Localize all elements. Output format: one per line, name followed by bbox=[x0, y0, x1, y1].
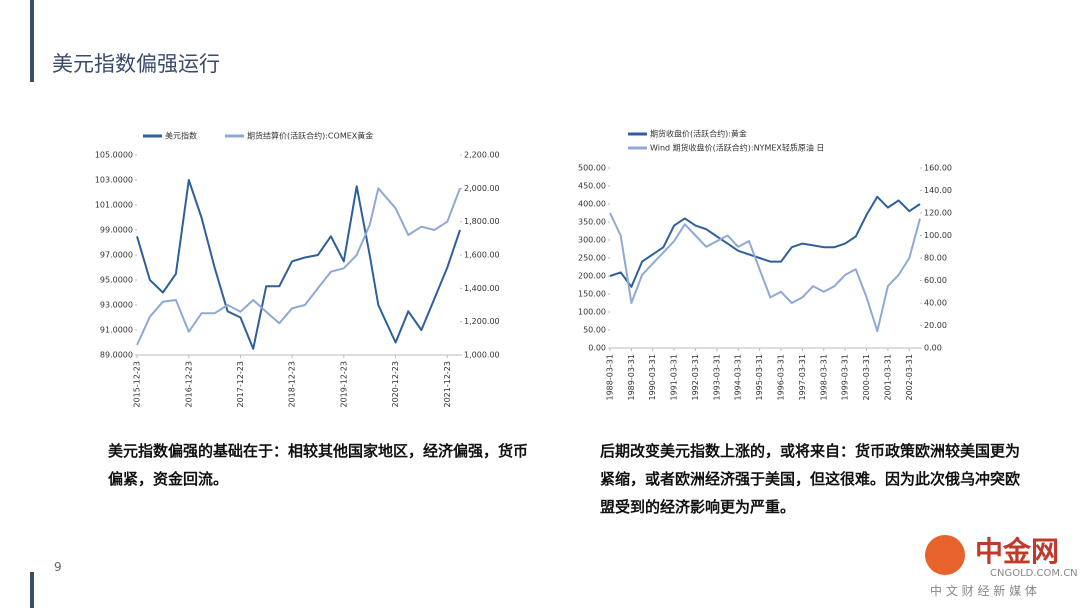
x-tick-label: 1988-03-31 bbox=[606, 354, 615, 401]
accent-bar bbox=[30, 0, 34, 82]
slide-title: 美元指数偏强运行 bbox=[52, 52, 220, 76]
x-tick-label: 1997-03-31 bbox=[798, 354, 807, 401]
series-line bbox=[136, 179, 461, 350]
legend-label: Wind 期货收盘价(活跃合约):NYMEX轻质原油 日 bbox=[650, 143, 824, 153]
x-tick-label: 1994-03-31 bbox=[734, 354, 743, 401]
left-text: 美元指数偏强的基础在于：相较其他国家地区，经济偏强，货币偏紧，资金回流。 bbox=[108, 442, 529, 488]
y-tick-label: 500.00 bbox=[578, 164, 606, 173]
accent-bar bbox=[30, 572, 34, 608]
y-tick-label: 150.00 bbox=[578, 290, 606, 299]
page-number: 9 bbox=[54, 560, 62, 574]
logo-url: CNGOLD.COM.CN bbox=[990, 568, 1078, 579]
x-tick-label: 2018-12-23 bbox=[288, 361, 297, 408]
y-tick-label: 105.0000 bbox=[95, 151, 133, 160]
x-tick-label: 2002-03-31 bbox=[905, 354, 914, 401]
y2-tick-label: 40.00 bbox=[924, 299, 947, 308]
series-line bbox=[609, 195, 921, 288]
y2-tick-label: 1,600.00 bbox=[464, 251, 500, 260]
legend-label: 美元指数 bbox=[165, 131, 197, 141]
y2-tick-label: 20.00 bbox=[924, 321, 947, 330]
legend-label: 期货结算价(活跃合约):COMEX黄金 bbox=[247, 131, 373, 141]
x-tick-label: 1995-03-31 bbox=[755, 354, 764, 401]
y-tick-label: 0.00 bbox=[588, 344, 606, 353]
y2-tick-label: 100.00 bbox=[924, 231, 952, 240]
y-tick-label: 100.00 bbox=[578, 308, 606, 317]
charts: 89.0000 91.0000 93.0000 95.0000 97.0000 99.00… bbox=[95, 129, 952, 408]
y2-tick-label: 2,200.00 bbox=[464, 151, 500, 160]
y2-tick-label: 160.00 bbox=[924, 164, 952, 173]
x-tick-label: 1993-03-31 bbox=[712, 354, 721, 401]
x-tick-label: 2001-03-31 bbox=[883, 354, 892, 401]
x-tick-label: 2017-12-23 bbox=[236, 361, 245, 408]
x-tick-label: 2016-12-23 bbox=[184, 361, 193, 408]
y-tick-label: 93.0000 bbox=[100, 301, 133, 310]
y-tick-label: 250.00 bbox=[578, 254, 606, 263]
y-tick-label: 97.0000 bbox=[100, 251, 133, 260]
y-tick-label: 350.00 bbox=[578, 218, 606, 227]
y2-tick-label: 1,000.00 bbox=[464, 351, 500, 360]
y2-tick-label: 0.00 bbox=[924, 344, 942, 353]
x-tick-label: 2021-12-23 bbox=[443, 361, 452, 408]
x-tick-label: 1991-03-31 bbox=[670, 354, 679, 401]
y-tick-label: 103.0000 bbox=[95, 176, 133, 185]
logo-icon bbox=[925, 535, 965, 575]
x-tick-label: 1996-03-31 bbox=[777, 354, 786, 401]
y2-tick-label: 60.00 bbox=[924, 276, 947, 285]
x-tick-label: 1999-03-31 bbox=[841, 354, 850, 401]
right-text: 后期改变美元指数上涨的，或将来自：货币政策欧洲较美国更为紧缩，或者欧洲经济强于美… bbox=[600, 442, 1021, 516]
y-tick-label: 400.00 bbox=[578, 200, 606, 209]
legend-label: 期货收盘价(活跃合约):黄金 bbox=[650, 129, 747, 139]
y2-tick-label: 1,800.00 bbox=[464, 217, 500, 226]
x-tick-label: 2015-12-23 bbox=[133, 361, 142, 408]
y-tick-label: 95.0000 bbox=[100, 276, 133, 285]
logo-slogan: 中 文 财 经 新 媒 体 bbox=[930, 584, 1037, 598]
y-tick-label: 99.0000 bbox=[100, 226, 133, 235]
y2-tick-label: 80.00 bbox=[924, 254, 947, 263]
y2-tick-label: 1,200.00 bbox=[464, 317, 500, 326]
y2-tick-label: 140.00 bbox=[924, 186, 952, 195]
x-tick-label: 2019-12-23 bbox=[339, 361, 348, 408]
x-tick-label: 1998-03-31 bbox=[819, 354, 828, 401]
logo: 中金网 bbox=[975, 535, 1060, 568]
x-tick-label: 1992-03-31 bbox=[691, 354, 700, 401]
y-tick-label: 300.00 bbox=[578, 236, 606, 245]
x-tick-label: 2020-12-23 bbox=[391, 361, 400, 408]
y2-tick-label: 2,000.00 bbox=[464, 184, 500, 193]
y-tick-label: 101.0000 bbox=[95, 201, 133, 210]
x-tick-label: 1990-03-31 bbox=[648, 354, 657, 401]
y-tick-label: 91.0000 bbox=[100, 326, 133, 335]
y-tick-label: 450.00 bbox=[578, 182, 606, 191]
x-tick-label: 1989-03-31 bbox=[627, 354, 636, 401]
y2-tick-label: 1,400.00 bbox=[464, 284, 500, 293]
series-line bbox=[136, 187, 461, 346]
y-tick-label: 200.00 bbox=[578, 272, 606, 281]
y-tick-label: 50.00 bbox=[583, 326, 606, 335]
y-tick-label: 89.0000 bbox=[100, 351, 133, 360]
series-line bbox=[609, 212, 921, 333]
x-tick-label: 2000-03-31 bbox=[862, 354, 871, 401]
y2-tick-label: 120.00 bbox=[924, 209, 952, 218]
